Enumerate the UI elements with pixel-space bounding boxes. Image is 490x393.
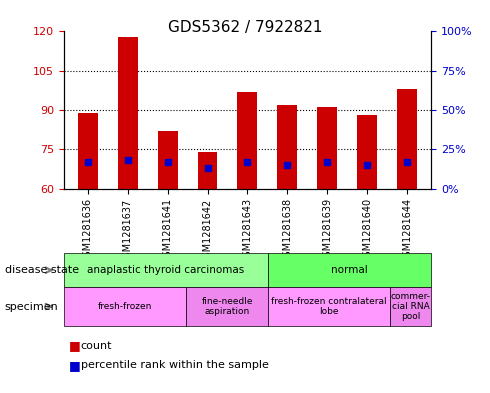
- Text: ■: ■: [69, 339, 80, 353]
- Text: fresh-frozen contralateral
lobe: fresh-frozen contralateral lobe: [271, 297, 387, 316]
- Bar: [197, 152, 218, 189]
- Text: ■: ■: [69, 359, 80, 372]
- Text: disease state: disease state: [5, 265, 79, 275]
- Bar: [118, 37, 138, 189]
- Bar: [318, 107, 337, 189]
- Bar: [158, 131, 177, 189]
- Text: fresh-frozen: fresh-frozen: [98, 302, 152, 311]
- Bar: [397, 89, 417, 189]
- Bar: [357, 115, 377, 189]
- Text: normal: normal: [331, 265, 368, 275]
- Text: count: count: [81, 341, 112, 351]
- Bar: [277, 105, 297, 189]
- Text: commer-
cial RNA
pool: commer- cial RNA pool: [391, 292, 431, 321]
- Text: fine-needle
aspiration: fine-needle aspiration: [201, 297, 253, 316]
- Text: specimen: specimen: [5, 301, 59, 312]
- Text: GDS5362 / 7922821: GDS5362 / 7922821: [168, 20, 322, 35]
- Bar: [238, 92, 257, 189]
- Text: anaplastic thyroid carcinomas: anaplastic thyroid carcinomas: [87, 265, 245, 275]
- Text: percentile rank within the sample: percentile rank within the sample: [81, 360, 269, 371]
- Bar: [78, 113, 98, 189]
